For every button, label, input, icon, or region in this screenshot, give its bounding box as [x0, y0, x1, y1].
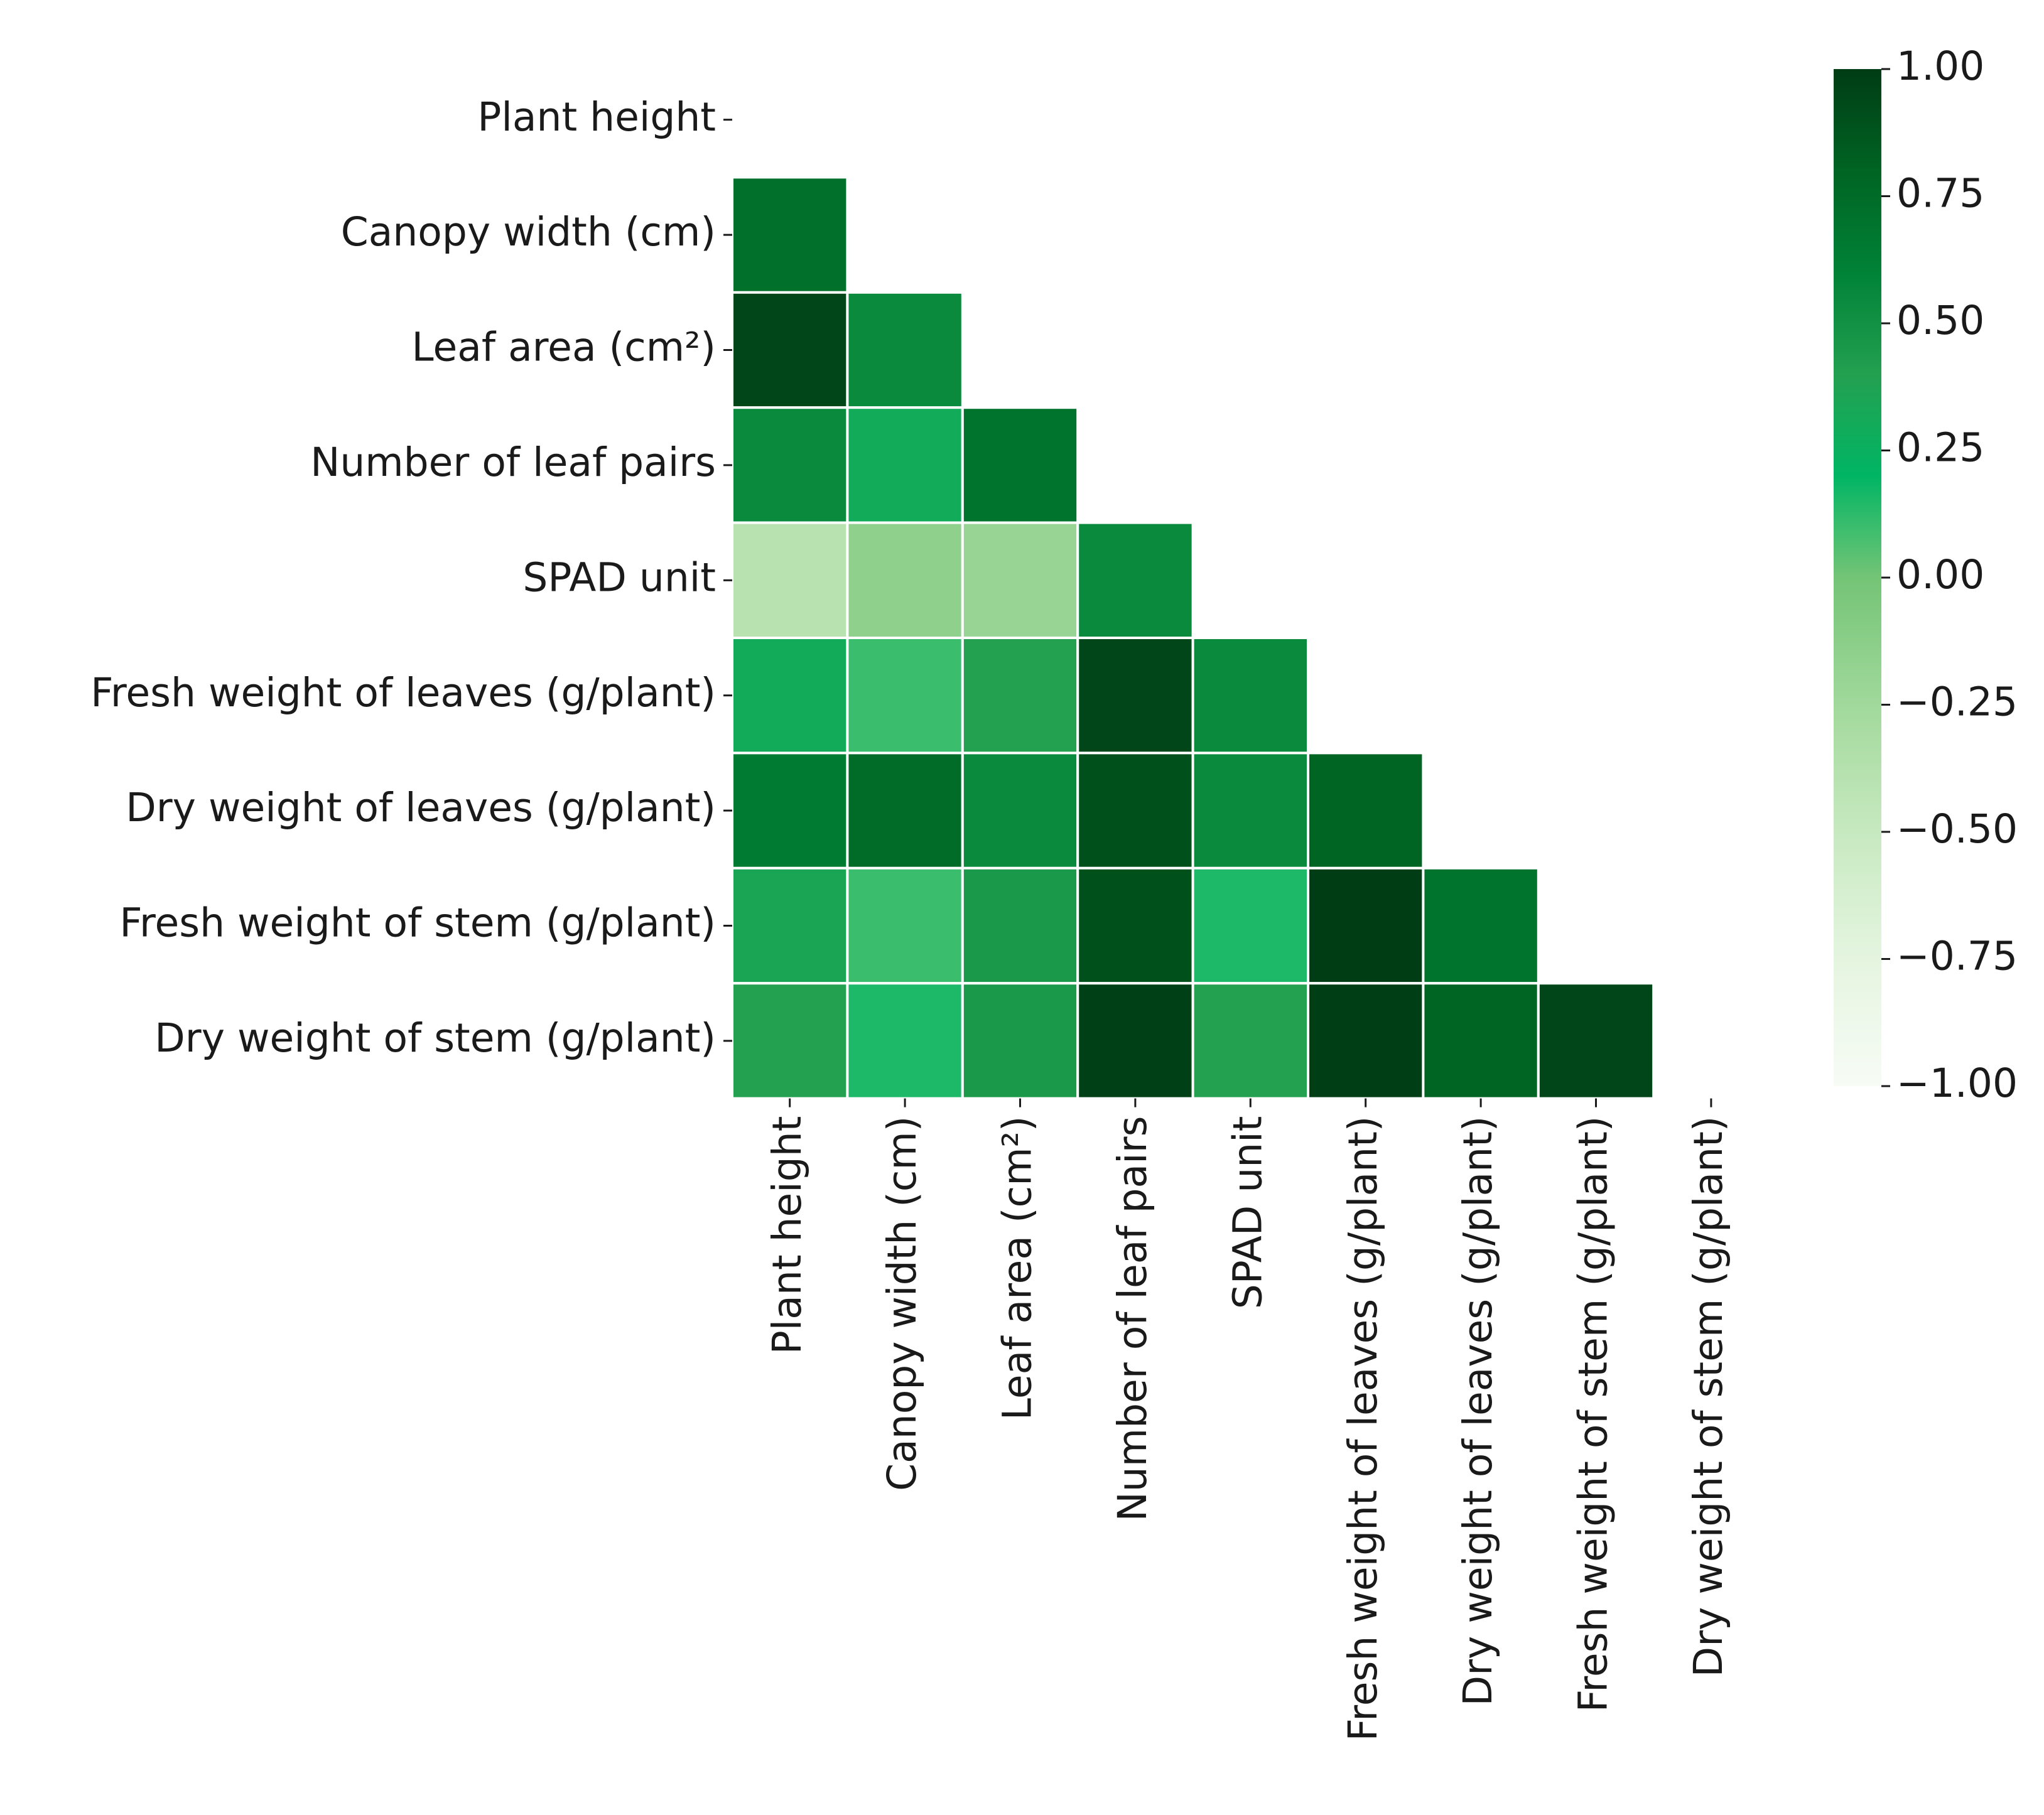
x-tick-label: Canopy width (cm) — [879, 1116, 925, 1491]
heatmap-cell-7-6 — [1422, 866, 1540, 985]
y-tick-label: Leaf area (cm²) — [412, 325, 716, 370]
x-tick-label: Leaf area (cm²) — [995, 1116, 1041, 1421]
heatmap-cell-5-1 — [846, 637, 964, 755]
heatmap-cell-3-2 — [961, 406, 1079, 524]
heatmap-cell-6-4 — [1191, 751, 1309, 870]
y-tick-label: Fresh weight of stem (g/plant) — [119, 900, 716, 946]
heatmap-cell-6-5 — [1307, 751, 1425, 870]
colorbar-tick-label: −0.75 — [1896, 934, 2018, 979]
heatmap-cell-4-0 — [731, 521, 849, 639]
colorbar: 1.00 0.75 0.50 0.25 0.00 −0.25 −0.50 −0.75 −1.00 — [1834, 43, 2018, 1106]
y-axis-tick-labels: Plant height Canopy width (cm) Leaf area (… — [90, 94, 732, 1061]
heatmap-cell-5-3 — [1076, 637, 1194, 755]
heatmap-cell-1-0 — [731, 176, 849, 294]
heatmap-cells — [731, 176, 1655, 1100]
heatmap-cell-6-0 — [731, 751, 849, 870]
heatmap-cell-3-1 — [846, 406, 964, 524]
x-tick-label: SPAD unit — [1225, 1116, 1270, 1310]
heatmap-cell-8-6 — [1422, 982, 1540, 1100]
y-tick-label: SPAD unit — [522, 554, 716, 600]
x-tick-label: Fresh weight of stem (g/plant) — [1571, 1116, 1616, 1713]
heatmap-cell-4-1 — [846, 521, 964, 639]
heatmap-cell-7-0 — [731, 866, 849, 985]
heatmap-cell-5-0 — [731, 637, 849, 755]
heatmap-cell-5-2 — [961, 637, 1079, 755]
heatmap-cell-8-2 — [961, 982, 1079, 1100]
colorbar-tick-label: 0.50 — [1896, 298, 1984, 343]
colorbar-tick-label: 1.00 — [1896, 43, 1984, 89]
x-tick-label: Fresh weight of leaves (g/plant) — [1340, 1116, 1386, 1742]
y-tick-label: Fresh weight of leaves (g/plant) — [90, 670, 716, 716]
heatmap-cell-8-3 — [1076, 982, 1194, 1100]
heatmap-cell-8-1 — [846, 982, 964, 1100]
heatmap-cell-7-3 — [1076, 866, 1194, 985]
heatmap-cell-2-1 — [846, 291, 964, 409]
y-tick-label: Canopy width (cm) — [341, 209, 716, 255]
heatmap-cell-7-5 — [1307, 866, 1425, 985]
heatmap-cell-6-1 — [846, 751, 964, 870]
heatmap-cell-3-0 — [731, 406, 849, 524]
heatmap-cell-2-0 — [731, 291, 849, 409]
x-tick-label: Plant height — [764, 1116, 810, 1355]
heatmap-cell-8-5 — [1307, 982, 1425, 1100]
heatmap-cell-5-4 — [1191, 637, 1309, 755]
colorbar-tick-label: 0.25 — [1896, 425, 1984, 471]
x-axis-tick-labels: Plant height Canopy width (cm) Leaf area (… — [764, 1098, 1731, 1742]
heatmap-cell-4-3 — [1076, 521, 1194, 639]
heatmap-cell-7-2 — [961, 866, 1079, 985]
heatmap-cell-8-0 — [731, 982, 849, 1100]
x-tick-label: Number of leaf pairs — [1110, 1116, 1155, 1522]
heatmap-cell-6-3 — [1076, 751, 1194, 870]
y-tick-label: Plant height — [477, 94, 716, 140]
y-tick-label: Dry weight of stem (g/plant) — [154, 1015, 716, 1061]
colorbar-tick-label: −0.50 — [1896, 806, 2018, 852]
heatmap-cell-7-1 — [846, 866, 964, 985]
heatmap-cell-7-4 — [1191, 866, 1309, 985]
colorbar-gradient — [1834, 69, 1881, 1086]
y-tick-label: Number of leaf pairs — [310, 439, 716, 485]
heatmap-cell-6-2 — [961, 751, 1079, 870]
colorbar-tick-label: −0.25 — [1896, 679, 2018, 725]
heatmap-cell-8-7 — [1537, 982, 1655, 1100]
colorbar-tick-label: 0.00 — [1896, 552, 1984, 598]
colorbar-tick-label: −1.00 — [1896, 1060, 2018, 1106]
heatmap-cell-4-2 — [961, 521, 1079, 639]
x-tick-label: Dry weight of leaves (g/plant) — [1455, 1116, 1501, 1706]
y-tick-label: Dry weight of leaves (g/plant) — [126, 785, 716, 831]
heatmap-cell-8-4 — [1191, 982, 1309, 1100]
colorbar-tick-label: 0.75 — [1896, 171, 1984, 217]
x-tick-label: Dry weight of stem (g/plant) — [1685, 1116, 1731, 1678]
